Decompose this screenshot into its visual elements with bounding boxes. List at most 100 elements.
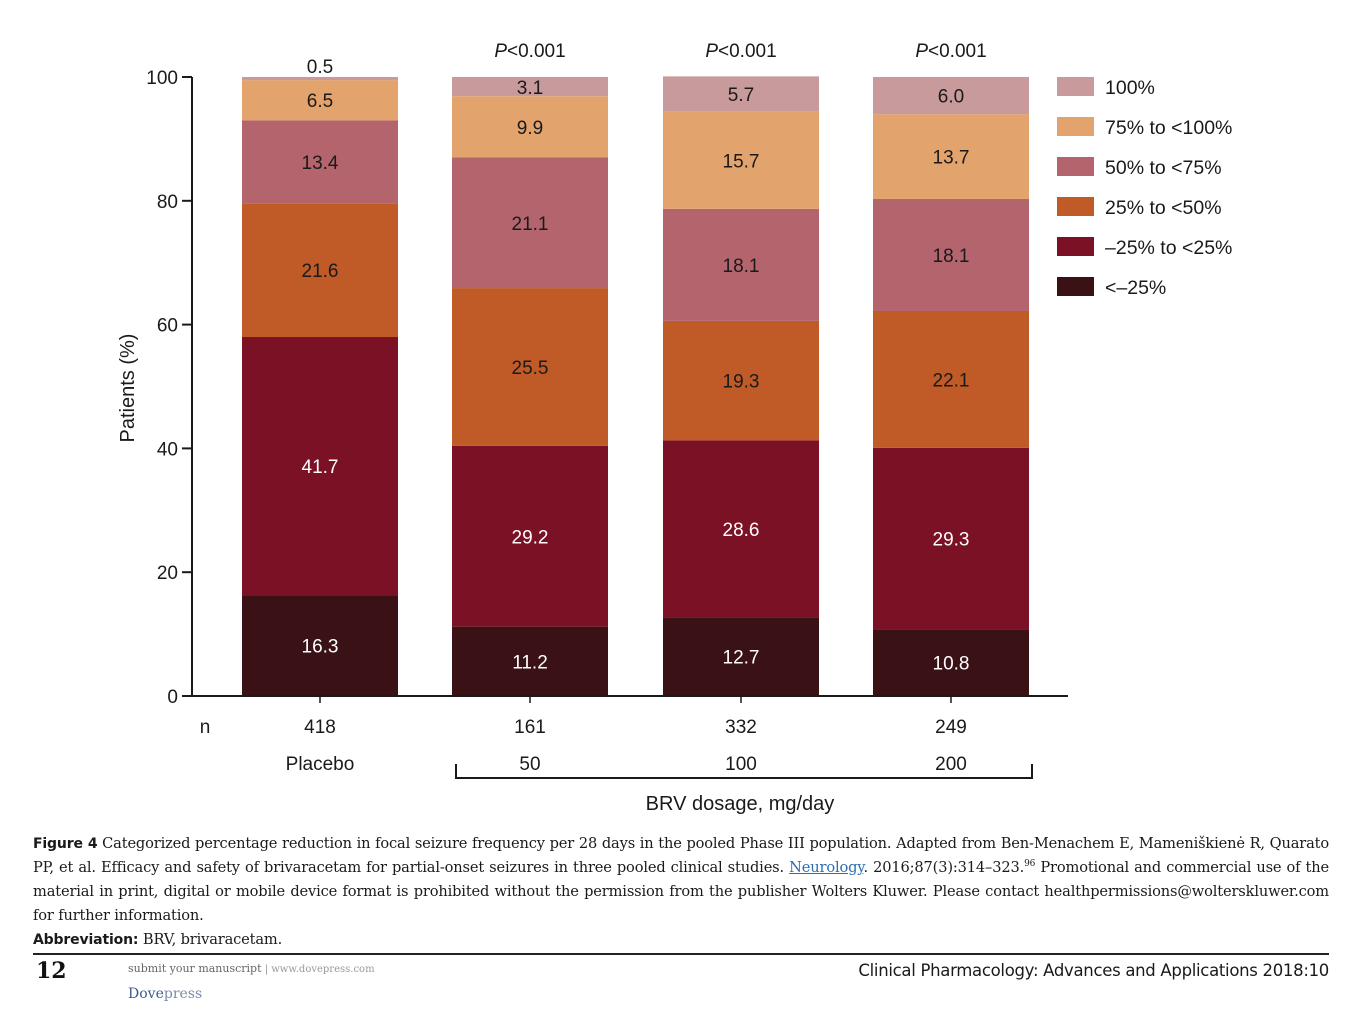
- data-label: 18.1: [933, 246, 970, 267]
- x-axis-label: BRV dosage, mg/day: [646, 793, 835, 815]
- data-label: 41.7: [302, 457, 339, 478]
- data-label: 11.2: [512, 652, 548, 673]
- bar-segment: [663, 320, 819, 441]
- bar-segment: [663, 208, 819, 321]
- abbreviation-text: BRV, brivaracetam.: [138, 931, 283, 948]
- y-tick-label: 80: [157, 192, 178, 213]
- data-label: 6.0: [938, 87, 964, 108]
- dovepress-logo: Dovepress: [128, 986, 202, 1002]
- dosage-bracket: [455, 764, 1033, 779]
- legend-swatch: [1057, 77, 1094, 96]
- data-label: 29.2: [512, 527, 549, 548]
- bar-segment: [452, 157, 608, 289]
- data-label: 28.6: [723, 520, 760, 541]
- bar-segment: [873, 77, 1029, 115]
- y-tick-label: 0: [167, 687, 178, 708]
- data-label: 5.7: [728, 85, 754, 106]
- logo-press: press: [163, 986, 203, 1002]
- p-italic: P: [494, 41, 507, 62]
- data-label: 22.1: [933, 370, 970, 391]
- bar-segment: [873, 310, 1029, 448]
- journal-title: Clinical Pharmacology: Advances and Appl…: [858, 961, 1329, 980]
- category-label: 100: [725, 754, 757, 775]
- category-label: 200: [935, 754, 967, 775]
- data-label: 29.3: [933, 529, 970, 550]
- bar-segment: [873, 198, 1029, 311]
- data-label: 18.1: [723, 256, 760, 277]
- p-threshold: <0.001: [718, 41, 777, 62]
- legend-swatch: [1057, 197, 1094, 216]
- p-threshold: <0.001: [507, 41, 566, 62]
- stacked-bar-chart: 16.3 41.7 21.6 13.4 6.5 0.5 11.2 29.2 25.5 21.1 9.…: [117, 41, 1232, 815]
- caption-text: Categorized percentage reduction in foca…: [33, 835, 1330, 876]
- legend-label: 75% to <100%: [1105, 117, 1232, 139]
- p-value-label: P<0.001: [705, 41, 776, 62]
- caption-citation: . 2016;87(3):314–323.: [863, 859, 1025, 876]
- bar-segment: [452, 626, 608, 696]
- axes-layer: 418 Placebo 161 50 332 100 249 200 0 20 40 60 80 100 n: [146, 68, 1068, 779]
- data-label: 19.3: [723, 372, 760, 393]
- data-label: 25.5: [512, 358, 549, 379]
- bar-segment: [242, 336, 398, 596]
- category-label: Placebo: [286, 754, 355, 775]
- legend-swatch: [1057, 117, 1094, 136]
- data-label: 3.1: [517, 78, 543, 99]
- dovepress-url[interactable]: www.dovepress.com: [271, 964, 375, 975]
- bar-segment: [452, 445, 608, 627]
- submit-manuscript-line: submit your manuscript | www.dovepress.c…: [128, 962, 375, 975]
- legend-swatch: [1057, 157, 1094, 176]
- separator: |: [261, 964, 272, 975]
- bar-segment: [663, 111, 819, 209]
- data-label: 15.7: [723, 151, 760, 172]
- n-row-label: n: [200, 717, 211, 738]
- figure-caption: Figure 4 Categorized percentage reductio…: [33, 832, 1329, 952]
- page-number: 12: [36, 958, 67, 984]
- p-value-label: P<0.001: [494, 41, 565, 62]
- bar-segment: [452, 96, 608, 158]
- bar-segment: [663, 76, 819, 112]
- data-label: 0.5: [307, 57, 333, 78]
- data-label: 12.7: [723, 648, 760, 669]
- bar-segment: [242, 203, 398, 337]
- y-tick-label: 60: [157, 316, 178, 337]
- data-label: 13.4: [302, 153, 339, 174]
- legend-label: –25% to <25%: [1105, 237, 1232, 259]
- data-label: 16.3: [302, 637, 339, 658]
- legend-label: 50% to <75%: [1105, 157, 1222, 179]
- p-italic: P: [705, 41, 718, 62]
- n-value-label: 418: [304, 717, 336, 738]
- y-tick-label: 40: [157, 439, 178, 460]
- y-axis-label: Patients (%): [117, 334, 139, 443]
- abbreviation-label: Abbreviation:: [33, 932, 139, 948]
- data-label: 13.7: [933, 148, 970, 169]
- y-tick-label: 100: [146, 68, 178, 89]
- legend-label: 25% to <50%: [1105, 197, 1222, 219]
- n-value-label: 161: [514, 717, 546, 738]
- figure-label: Figure 4: [33, 836, 98, 852]
- data-label: 9.9: [517, 118, 543, 139]
- bar-segment: [873, 447, 1029, 630]
- data-label: 21.6: [302, 261, 339, 282]
- legend-swatch: [1057, 277, 1094, 296]
- bar-segment: [242, 77, 398, 81]
- neurology-link[interactable]: Neurology: [789, 859, 864, 876]
- data-label: 21.1: [512, 214, 549, 235]
- y-tick-label: 20: [157, 563, 178, 584]
- bars-layer: 16.3 41.7 21.6 13.4 6.5 0.5 11.2 29.2 25.5 21.1 9.…: [242, 41, 1029, 696]
- bar-segment: [873, 114, 1029, 199]
- legend-label: <–25%: [1105, 277, 1166, 299]
- bar-segment: [452, 288, 608, 446]
- bar-segment: [242, 120, 398, 204]
- p-italic: P: [915, 41, 928, 62]
- p-value-label: P<0.001: [915, 41, 986, 62]
- legend-label: 100%: [1105, 77, 1155, 99]
- reference-superscript: 96: [1024, 859, 1036, 870]
- bar-segment: [663, 617, 819, 696]
- bar-segment: [452, 77, 608, 97]
- legend-swatch: [1057, 237, 1094, 256]
- data-label: 10.8: [933, 654, 970, 675]
- footer-divider: [33, 953, 1329, 955]
- legend: 100% 75% to <100% 50% to <75% 25% to <50% –2…: [1057, 77, 1232, 299]
- bar-segment: [242, 80, 398, 121]
- submit-link[interactable]: submit your manuscript: [128, 962, 262, 975]
